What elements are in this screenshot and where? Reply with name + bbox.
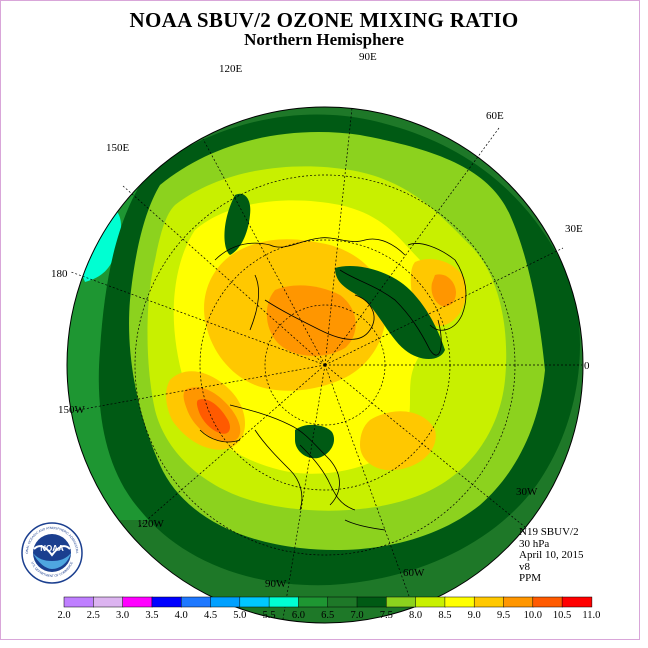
- colorbar-tick-label: 3.5: [145, 610, 158, 621]
- colorbar-tick-label: 7.0: [350, 610, 363, 621]
- info-date: April 10, 2015: [519, 549, 584, 561]
- field-9.0-atlantic: [360, 411, 436, 471]
- colorbar-tick-label: 6.5: [321, 610, 334, 621]
- field-9.5-pole: [266, 285, 356, 356]
- lon-label-60e: 60E: [486, 110, 504, 122]
- hemisphere-boundary: [66, 106, 584, 624]
- colorbar-tick-label: 10.5: [553, 610, 571, 621]
- map-subtitle: Northern Hemisphere: [244, 30, 404, 49]
- colorbar-tick-label: 2.5: [87, 610, 100, 621]
- lon-label-120w: 120W: [137, 518, 164, 530]
- colorbar-swatch: [122, 596, 153, 608]
- info-block: N19 SBUV/2 30 hPa April 10, 2015 v8 PPM: [519, 526, 584, 585]
- colorbar-tick-label: 9.5: [497, 610, 510, 621]
- colorbar-swatch: [415, 596, 446, 608]
- colorbar-tick-label: 2.0: [57, 610, 70, 621]
- lon-label-120e: 120E: [219, 63, 243, 75]
- lon-label-150w: 150W: [58, 404, 85, 416]
- colorbar-swatch: [444, 596, 475, 608]
- colorbar-swatches: [63, 596, 593, 608]
- lon-label-150e: 150E: [106, 142, 130, 154]
- colorbar-tick-label: 4.5: [204, 610, 217, 621]
- colorbar-tick-label: 6.0: [292, 610, 305, 621]
- colorbar-swatch: [298, 596, 329, 608]
- field-10.0-pacific: [196, 399, 231, 434]
- colorbar-tick-label: 10.0: [524, 610, 542, 621]
- graticule: [70, 107, 582, 620]
- colorbar-tick-label: 3.0: [116, 610, 129, 621]
- colorbar-swatch: [473, 596, 505, 608]
- colorbar-swatch: [327, 596, 358, 608]
- colorbar-swatch: [561, 596, 593, 608]
- lon-label-30w: 30W: [516, 486, 538, 498]
- colorbar-tick-label: 9.0: [468, 610, 481, 621]
- lon-label-180: 180: [51, 268, 68, 280]
- colorbar-swatch: [532, 596, 563, 608]
- field-7.0-russia: [335, 266, 445, 359]
- info-level: 30 hPa: [519, 537, 550, 550]
- colorbar-tick-label: 4.0: [175, 610, 188, 621]
- colorbar-swatch: [268, 596, 300, 608]
- colorbar-tick-label: 8.0: [409, 610, 422, 621]
- colorbar-tick-label: 5.5: [263, 610, 276, 621]
- colorbar-swatch: [356, 596, 388, 608]
- lon-label-90w: 90W: [265, 578, 287, 590]
- colorbar-swatch: [386, 596, 417, 608]
- lon-label-90e: 90E: [359, 51, 377, 63]
- coastlines: [199, 237, 467, 531]
- field-7.0-alaska: [224, 193, 251, 255]
- logo-text: NOAA: [40, 544, 64, 553]
- colorbar-swatch: [93, 596, 124, 608]
- colorbar-tick-label: 7.5: [380, 610, 393, 621]
- info-instrument: N19 SBUV/2: [519, 526, 579, 538]
- lon-label-30e: 30E: [565, 223, 583, 235]
- lon-label-0: 0: [584, 360, 590, 372]
- colorbar-swatch: [503, 596, 534, 608]
- noaa-logo: NOAA NATIONAL OCEANIC AND ATMOSPHERIC AD…: [20, 521, 83, 584]
- colorbar-tick-label: 11.0: [582, 610, 600, 621]
- colorbar-swatch: [180, 596, 212, 608]
- info-version: v8: [519, 560, 530, 573]
- colorbar-tick-label: 8.5: [438, 610, 451, 621]
- map-title: NOAA SBUV/2 OZONE MIXING RATIO: [129, 8, 519, 32]
- colorbar-swatch: [63, 596, 95, 608]
- info-units: PPM: [519, 572, 542, 584]
- colorbar-swatch: [151, 596, 182, 608]
- colorbar-swatch: [239, 596, 270, 608]
- colorbar-swatch: [210, 596, 241, 608]
- colorbar-tick-label: 5.0: [233, 610, 246, 621]
- lon-label-60w: 60W: [403, 567, 425, 579]
- page-frame: [0, 0, 640, 640]
- field-9.5-europe: [431, 274, 456, 307]
- colorbar-tick-labels: 2.0 2.5 3.0 3.5 4.0 4.5 5.0 5.5 6.0 6.5 7.0 7.5 8.0 8…: [57, 610, 600, 621]
